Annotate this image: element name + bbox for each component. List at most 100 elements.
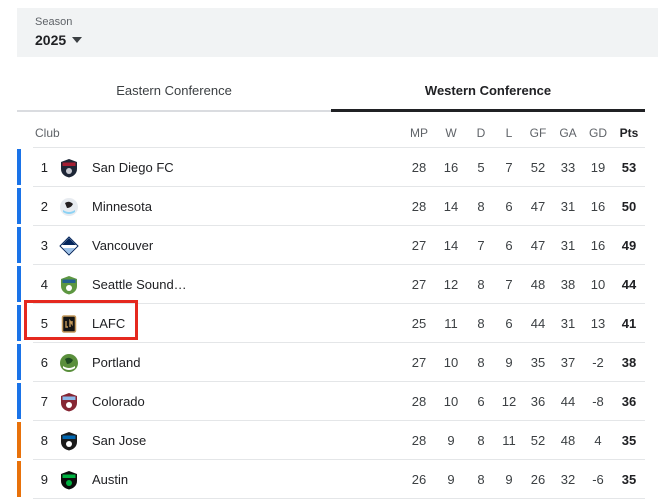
season-label: Season	[35, 16, 73, 28]
table-row-lafc[interactable]: 5 LAFC 25 11 8 6 44 31 13 41	[0, 304, 658, 343]
stat-gd: -8	[592, 394, 604, 409]
stat-gf: 52	[530, 433, 546, 448]
divider	[33, 498, 645, 499]
stat-w: 14	[443, 199, 459, 214]
stat-ga: 44	[560, 394, 576, 409]
stat-w: 16	[443, 160, 459, 175]
stat-w: 10	[443, 355, 459, 370]
stat-pts: 49	[621, 238, 637, 253]
stat-gf: 52	[530, 160, 546, 175]
divider	[33, 303, 645, 304]
lafc-crest-icon	[59, 314, 79, 334]
qualification-bar	[17, 149, 21, 185]
stat-gf: 47	[530, 199, 546, 214]
stat-w: 11	[444, 316, 458, 331]
column-header-d: D	[476, 126, 486, 140]
stat-gf: 26	[530, 472, 546, 487]
divider	[33, 459, 645, 460]
column-header-w: W	[445, 126, 457, 140]
stat-gf: 48	[530, 277, 546, 292]
divider	[33, 225, 645, 226]
stat-pts: 50	[621, 199, 637, 214]
divider	[33, 342, 645, 343]
stat-l: 6	[505, 316, 513, 331]
stat-w: 9	[447, 472, 455, 487]
rank: 8	[40, 433, 48, 448]
stat-gf: 36	[530, 394, 546, 409]
stat-l: 12	[501, 394, 517, 409]
stat-mp: 27	[411, 277, 427, 292]
table-row-colorado[interactable]: 7 Colorado 28 10 6 12 36 44 -8 36	[0, 382, 658, 421]
column-header-ga: GA	[559, 126, 577, 140]
chevron-down-icon	[72, 37, 83, 43]
stat-l: 6	[505, 238, 513, 253]
minnesota-crest-icon	[59, 197, 79, 217]
qualification-bar	[17, 188, 21, 224]
stat-d: 5	[477, 160, 485, 175]
stat-gd: -6	[592, 472, 604, 487]
qualification-bar	[17, 461, 21, 497]
table-row-minnesota[interactable]: 2 Minnesota 28 14 8 6 47 31 16 50	[0, 187, 658, 226]
qualification-bar	[17, 344, 21, 380]
stat-l: 6	[505, 199, 513, 214]
stat-mp: 28	[411, 433, 427, 448]
san-diego-fc-crest-icon	[59, 158, 79, 178]
stat-mp: 26	[411, 472, 427, 487]
table-row-san-diego-fc[interactable]: 1 San Diego FC 28 16 5 7 52 33 19 53	[0, 148, 658, 187]
stat-d: 8	[477, 277, 485, 292]
column-header-gf: GF	[529, 126, 547, 140]
table-row-vancouver[interactable]: 3 Vancouver 27 14 7 6 47 31 16 49	[0, 226, 658, 265]
stat-mp: 28	[411, 199, 427, 214]
stat-l: 7	[505, 277, 513, 292]
divider	[33, 186, 645, 187]
table-body: 1 San Diego FC 28 16 5 7 52 33 19 53 2 Minnesota 2…	[0, 148, 658, 499]
column-header-gd: GD	[589, 126, 607, 140]
stat-gd: 16	[590, 199, 606, 214]
stat-l: 7	[505, 160, 513, 175]
stat-mp: 28	[411, 160, 427, 175]
stat-gd: 13	[590, 316, 606, 331]
season-panel: Season 2025	[17, 8, 658, 57]
rank: 2	[40, 199, 48, 214]
rank: 5	[40, 316, 48, 331]
season-dropdown[interactable]: 2025	[35, 32, 83, 48]
stat-gd: 4	[594, 433, 602, 448]
stat-gd: 10	[590, 277, 606, 292]
club-name: LAFC	[92, 316, 126, 331]
divider	[33, 147, 645, 148]
column-header-l: L	[505, 126, 513, 140]
stat-mp: 28	[411, 394, 427, 409]
club-name: Vancouver	[92, 238, 154, 253]
stat-pts: 53	[621, 160, 637, 175]
stat-gd: 19	[590, 160, 606, 175]
stat-gf: 47	[530, 238, 546, 253]
stat-pts: 44	[621, 277, 637, 292]
stat-d: 6	[477, 394, 485, 409]
tab-eastern-conference[interactable]: Eastern Conference	[17, 70, 331, 112]
table-row-portland[interactable]: 6 Portland 27 10 8 9 35 37 -2 38	[0, 343, 658, 382]
club-name: Colorado	[92, 394, 145, 409]
stat-l: 9	[505, 355, 513, 370]
austin-crest-icon	[59, 470, 79, 490]
stat-ga: 31	[560, 199, 576, 214]
stat-d: 8	[477, 316, 485, 331]
table-header: Club MP W D L GF GA GD Pts	[0, 118, 658, 148]
stat-l: 9	[505, 472, 513, 487]
stat-d: 8	[477, 472, 485, 487]
qualification-bar	[17, 227, 21, 263]
qualification-bar	[17, 422, 21, 458]
stat-l: 11	[502, 433, 516, 448]
table-row-san-jose[interactable]: 8 San Jose 28 9 8 11 52 48 4 35	[0, 421, 658, 460]
stat-d: 7	[477, 238, 485, 253]
tab-western-conference[interactable]: Western Conference	[331, 70, 645, 112]
qualification-bar	[17, 266, 21, 302]
stat-ga: 37	[560, 355, 576, 370]
colorado-crest-icon	[59, 392, 79, 412]
stat-pts: 36	[621, 394, 637, 409]
qualification-bar	[17, 305, 21, 341]
qualification-bar	[17, 383, 21, 419]
stat-gd: 16	[590, 238, 606, 253]
table-row-austin[interactable]: 9 Austin 26 9 8 9 26 32 -6 35	[0, 460, 658, 499]
table-row-seattle-sound[interactable]: 4 Seattle Sound… 27 12 8 7 48 38 10 44	[0, 265, 658, 304]
stat-pts: 38	[621, 355, 637, 370]
